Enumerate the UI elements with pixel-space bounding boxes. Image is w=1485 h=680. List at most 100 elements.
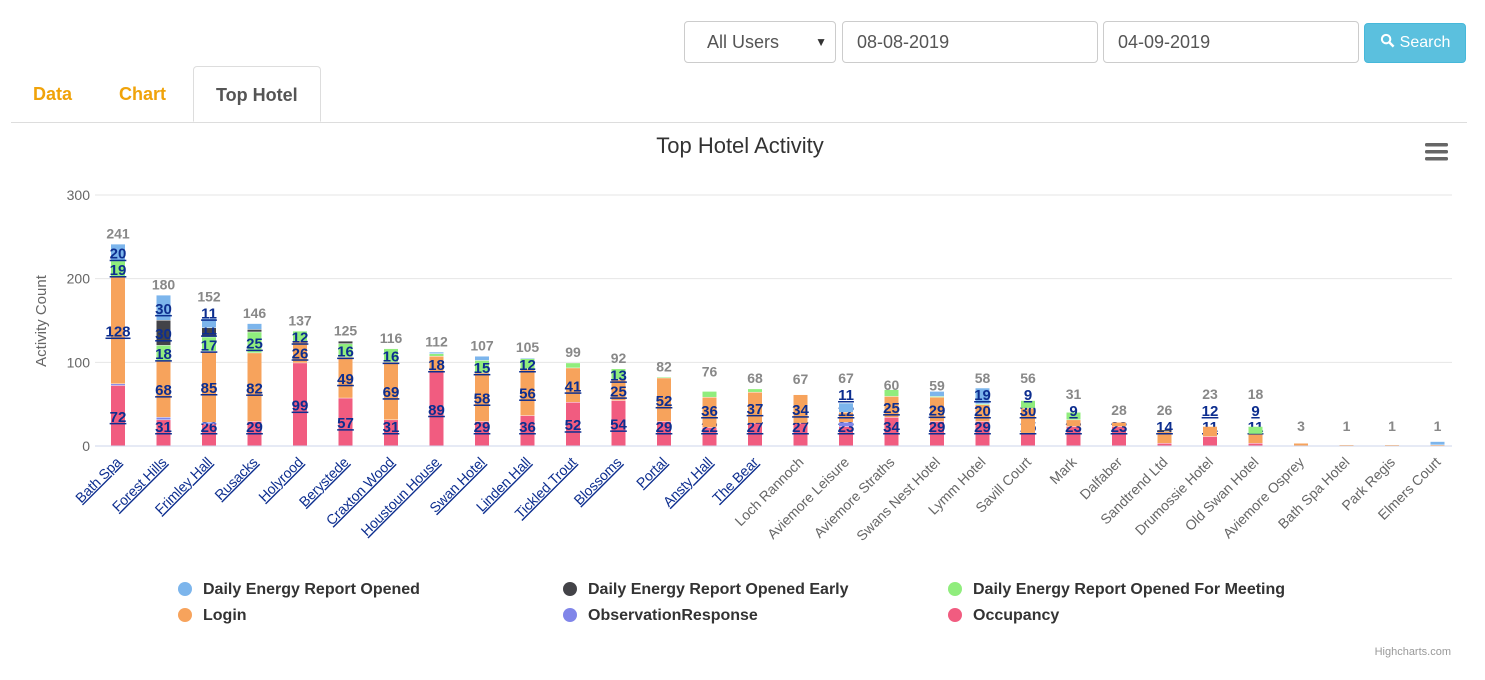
bar-segment-login[interactable] xyxy=(111,276,125,384)
segment-label[interactable]: 20 xyxy=(110,246,127,263)
bar-segment-meeting[interactable] xyxy=(1066,412,1081,420)
bar-segment-login[interactable] xyxy=(930,397,944,422)
segment-label[interactable]: 16 xyxy=(383,349,400,366)
tab-chart[interactable]: Chart xyxy=(119,84,167,104)
x-axis-label[interactable]: Craxton Wood xyxy=(323,454,397,528)
bar-segment-occ[interactable] xyxy=(930,421,944,446)
segment-label[interactable]: 69 xyxy=(383,384,400,401)
bar-segment-meeting[interactable] xyxy=(566,363,580,368)
bar-segment-meeting[interactable] xyxy=(293,331,307,341)
credits-link[interactable]: Highcharts.com xyxy=(1375,646,1451,658)
segment-label[interactable]: 52 xyxy=(656,393,673,410)
x-axis-label[interactable]: Bath Spa xyxy=(72,454,124,506)
bar-segment-meeting[interactable] xyxy=(1021,400,1035,408)
segment-label[interactable]: 19 xyxy=(110,262,127,279)
segment-label[interactable]: 29 xyxy=(656,419,673,436)
segment-label[interactable]: 12 xyxy=(1202,403,1219,420)
bar-segment-occ[interactable] xyxy=(1066,426,1081,446)
segment-label[interactable]: 14 xyxy=(1156,419,1173,436)
segment-label[interactable]: 19 xyxy=(974,387,991,404)
segment-label[interactable]: 15 xyxy=(474,360,491,377)
bar-segment-occ[interactable] xyxy=(1248,443,1263,446)
segment-label[interactable]: 11 xyxy=(1202,419,1218,436)
bar-segment-obs[interactable] xyxy=(156,417,171,420)
bar-segment-opened[interactable] xyxy=(429,352,444,354)
segment-label[interactable]: 54 xyxy=(610,416,627,433)
bar-segment-meeting[interactable] xyxy=(247,332,262,353)
bar-segment-login[interactable] xyxy=(1066,420,1081,427)
bar-segment-login[interactable] xyxy=(1203,426,1217,437)
segment-label[interactable]: 34 xyxy=(792,402,809,419)
bar-segment-opened[interactable] xyxy=(156,295,171,320)
legend-item-obs[interactable]: ObservationResponse xyxy=(563,607,758,624)
segment-label[interactable]: 16 xyxy=(337,344,354,361)
bar-segment-login[interactable] xyxy=(429,356,444,372)
segment-label[interactable]: 29 xyxy=(246,419,263,436)
bar-segment-meeting[interactable] xyxy=(111,261,125,277)
x-axis-label[interactable]: Frimley Hall xyxy=(152,454,216,518)
bar-segment-opened[interactable] xyxy=(975,388,990,404)
bar-segment-login[interactable] xyxy=(748,392,762,423)
segment-label[interactable]: 29 xyxy=(929,419,946,436)
bar-segment-login[interactable] xyxy=(566,368,580,402)
x-axis-label[interactable]: Berystede xyxy=(296,454,352,510)
bar-segment-occ[interactable] xyxy=(839,426,853,446)
legend-item-early[interactable]: Daily Energy Report Opened Early xyxy=(563,581,849,598)
bar-segment-login[interactable] xyxy=(611,379,626,401)
segment-label[interactable]: 15 xyxy=(1020,419,1037,436)
x-axis-label[interactable]: Linden Hall xyxy=(473,454,534,515)
segment-label[interactable]: 56 xyxy=(519,385,536,402)
segment-label[interactable]: 23 xyxy=(1065,419,1082,436)
bar-segment-occ[interactable] xyxy=(1112,426,1126,446)
bar-segment-opened[interactable] xyxy=(247,323,262,330)
bar-segment-obs[interactable] xyxy=(839,422,853,427)
segment-label[interactable]: 22 xyxy=(701,419,718,436)
segment-label[interactable]: 82 xyxy=(246,380,263,397)
bar-segment-opened[interactable] xyxy=(1430,441,1445,445)
bar-segment-occ[interactable] xyxy=(338,398,353,446)
legend-item-occ[interactable]: Occupancy xyxy=(948,607,1059,624)
bar-segment-login[interactable] xyxy=(1157,431,1172,443)
bar-segment-meeting[interactable] xyxy=(1248,426,1263,434)
bar-segment-early[interactable] xyxy=(338,341,353,344)
segment-label[interactable]: 25 xyxy=(610,383,627,400)
bar-segment-occ[interactable] xyxy=(1021,433,1035,446)
bar-segment-obs[interactable] xyxy=(202,422,216,424)
bar-segment-opened[interactable] xyxy=(839,403,853,413)
bar-segment-occ[interactable] xyxy=(202,424,216,446)
segment-label[interactable]: 26 xyxy=(201,419,218,436)
bar-segment-occ[interactable] xyxy=(748,423,762,446)
bar-segment-meeting[interactable] xyxy=(611,369,626,380)
bar-segment-opened[interactable] xyxy=(111,244,125,261)
segment-label[interactable]: 18 xyxy=(155,346,172,363)
bar-segment-login[interactable] xyxy=(702,397,717,428)
segment-label[interactable]: 12 xyxy=(292,329,309,346)
date-to-input[interactable]: 04-09-2019 xyxy=(1103,21,1359,63)
bar-segment-early[interactable] xyxy=(156,320,171,346)
segment-label[interactable]: 85 xyxy=(201,380,218,397)
x-axis-label[interactable]: Swan Hotel xyxy=(426,454,488,516)
segment-label[interactable]: 34 xyxy=(883,419,900,436)
date-from-input[interactable]: 08-08-2019 xyxy=(842,21,1098,63)
bar-segment-occ[interactable] xyxy=(611,400,626,446)
segment-label[interactable]: 128 xyxy=(105,324,130,341)
segment-label[interactable]: 37 xyxy=(747,401,764,418)
bar-segment-occ[interactable] xyxy=(156,420,171,446)
segment-label[interactable]: 11 xyxy=(201,321,217,338)
bar-segment-meeting[interactable] xyxy=(975,404,990,405)
x-axis-label[interactable]: Holyrood xyxy=(255,454,306,505)
bar-segment-early[interactable] xyxy=(247,329,262,332)
segment-label[interactable]: 18 xyxy=(428,357,445,374)
bar-segment-meeting[interactable] xyxy=(884,389,899,397)
menu-icon[interactable] xyxy=(1425,143,1448,161)
bar-segment-occ[interactable] xyxy=(384,420,398,446)
x-axis-label[interactable]: Rusacks xyxy=(211,454,260,503)
bar-segment-occ[interactable] xyxy=(111,385,125,446)
segment-label[interactable]: 58 xyxy=(474,390,491,407)
segment-label[interactable]: 57 xyxy=(337,415,354,432)
bar-segment-occ[interactable] xyxy=(475,421,489,446)
x-axis-label[interactable]: Ansty Hall xyxy=(660,454,716,510)
bar-segment-meeting[interactable] xyxy=(475,360,489,373)
segment-label[interactable]: 12 xyxy=(838,403,855,420)
bar-segment-login[interactable] xyxy=(1112,422,1126,427)
